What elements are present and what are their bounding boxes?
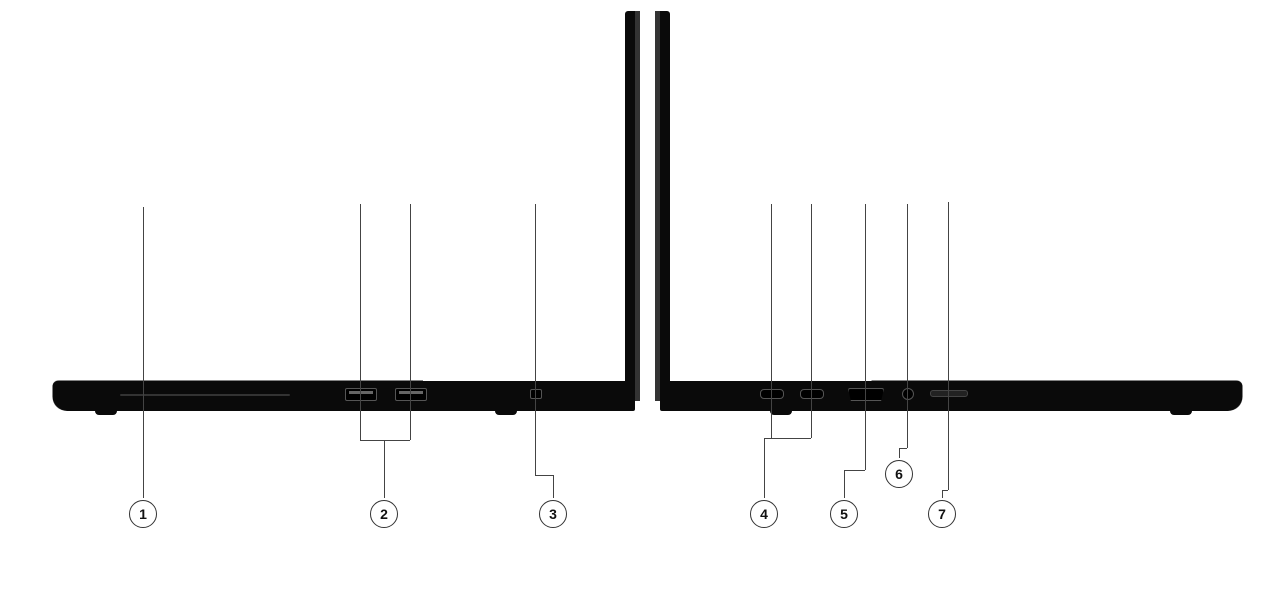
sim-tray	[930, 390, 968, 397]
leader-line	[811, 204, 812, 438]
usb-c-port-2	[800, 389, 824, 399]
audio-jack	[902, 388, 914, 400]
callout-2: 2	[370, 500, 398, 528]
leader-bracket	[360, 440, 410, 441]
leader-stem	[844, 470, 845, 498]
leader-stem	[553, 475, 554, 498]
leader-stem	[384, 440, 385, 498]
leader-stem	[899, 448, 900, 458]
leader-line	[410, 204, 411, 440]
hdmi-port	[848, 388, 884, 401]
right-laptop-screen	[655, 11, 670, 401]
right-foot-front	[1170, 409, 1192, 415]
leader-bracket	[764, 438, 811, 439]
callout-6: 6	[885, 460, 913, 488]
leader-line	[143, 207, 144, 498]
leader-line	[360, 204, 361, 440]
leader-stem	[764, 438, 765, 498]
callout-1: 1	[129, 500, 157, 528]
left-laptop-screen	[625, 11, 640, 401]
usb-a-port-2	[395, 388, 427, 401]
leader-bracket	[899, 448, 907, 449]
smartcard-vent	[120, 394, 290, 396]
usb-a-port-1	[345, 388, 377, 401]
callout-4: 4	[750, 500, 778, 528]
callout-5: 5	[830, 500, 858, 528]
callout-3: 3	[539, 500, 567, 528]
leader-line	[865, 204, 866, 470]
left-foot-front	[95, 409, 117, 415]
leader-bracket	[535, 475, 553, 476]
kensington-lock	[530, 389, 542, 399]
left-foot-rear	[495, 409, 517, 415]
leader-line	[535, 204, 536, 475]
leader-line	[771, 204, 772, 438]
leader-line	[907, 204, 908, 448]
leader-bracket	[844, 470, 865, 471]
usb-c-port-1	[760, 389, 784, 399]
port-diagram: 1 2 3 4 567	[0, 0, 1280, 591]
callout-7: 7	[928, 500, 956, 528]
right-foot-rear	[770, 409, 792, 415]
leader-stem	[942, 490, 943, 498]
leader-line	[948, 202, 949, 490]
